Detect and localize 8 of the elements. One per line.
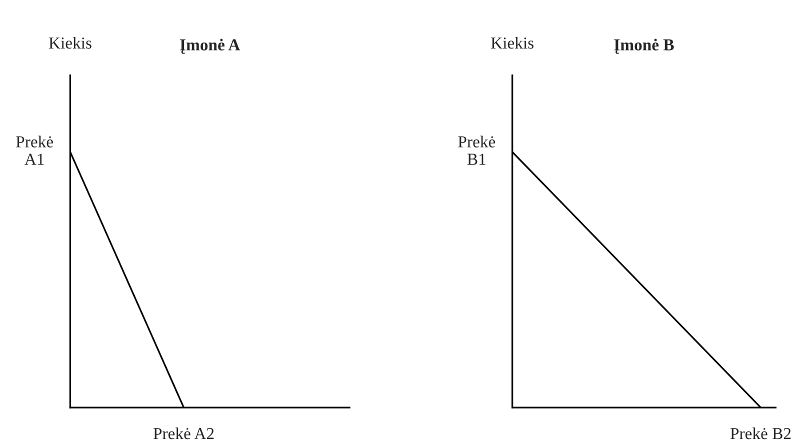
x-axis-title: Prekė A2 [153,427,214,440]
text: Prekė A1 [16,136,53,165]
chart-title: Įmonė B [614,38,674,54]
y-axis-title: Kiekis [491,36,534,49]
text: Prekė B1 [458,136,496,165]
y-axis-title: Kiekis [48,36,92,49]
x-axis-title: Prekė B2 [730,427,791,440]
chart-title: Įmonė A [180,38,240,54]
